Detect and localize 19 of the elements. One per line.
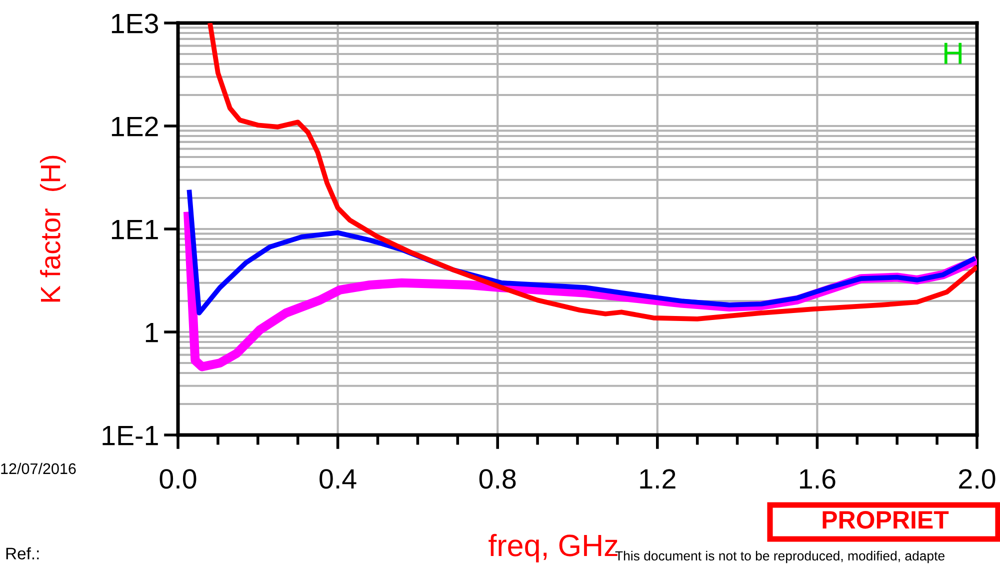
x-tick-label: 0.8 [479, 469, 516, 489]
y-tick-label: 1E3 [112, 14, 158, 34]
x-axis-title: freq, GHz [488, 534, 618, 562]
text: PROPRIET [822, 511, 949, 529]
text: This document is not to be reproduced, modified, adapte [615, 550, 944, 564]
x-tick-label: 0.4 [320, 469, 356, 489]
x-tick-label: 1.6 [800, 469, 836, 489]
annotation: H [944, 42, 962, 64]
text: Ref.: [6, 547, 39, 560]
y-tick-label: 1 [146, 322, 158, 342]
text: 12/07/2016 [1, 462, 76, 474]
y-tick-label: 1E2 [112, 116, 158, 136]
line-series [208, 23, 977, 322]
y-axis-title: K factor (H) [40, 156, 66, 302]
x-tick-label: 1.2 [640, 469, 676, 488]
x-tick-label: 2.0 [959, 469, 996, 489]
x-tick-label: 0.0 [160, 469, 196, 489]
y-tick-label: 1E1 [112, 220, 158, 240]
y-tick-label: 1E-1 [102, 426, 158, 446]
